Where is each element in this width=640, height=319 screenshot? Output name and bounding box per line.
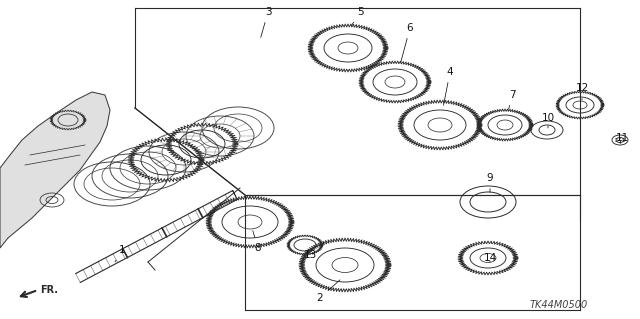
Text: 12: 12 [575,83,589,100]
Text: 11: 11 [616,133,628,143]
Text: 3: 3 [260,7,271,37]
Text: 2: 2 [317,280,340,303]
Text: 14: 14 [483,253,497,263]
Text: 10: 10 [541,113,555,128]
Text: 7: 7 [509,90,515,109]
Text: 6: 6 [401,23,413,62]
Text: FR.: FR. [40,285,58,295]
Text: 9: 9 [486,173,493,192]
Text: 1: 1 [115,245,125,262]
Text: 5: 5 [351,7,364,26]
Polygon shape [0,92,110,248]
Text: 13: 13 [303,250,317,260]
Text: TK44M0500: TK44M0500 [530,300,588,310]
Text: 8: 8 [253,231,261,253]
Text: 4: 4 [444,67,453,105]
